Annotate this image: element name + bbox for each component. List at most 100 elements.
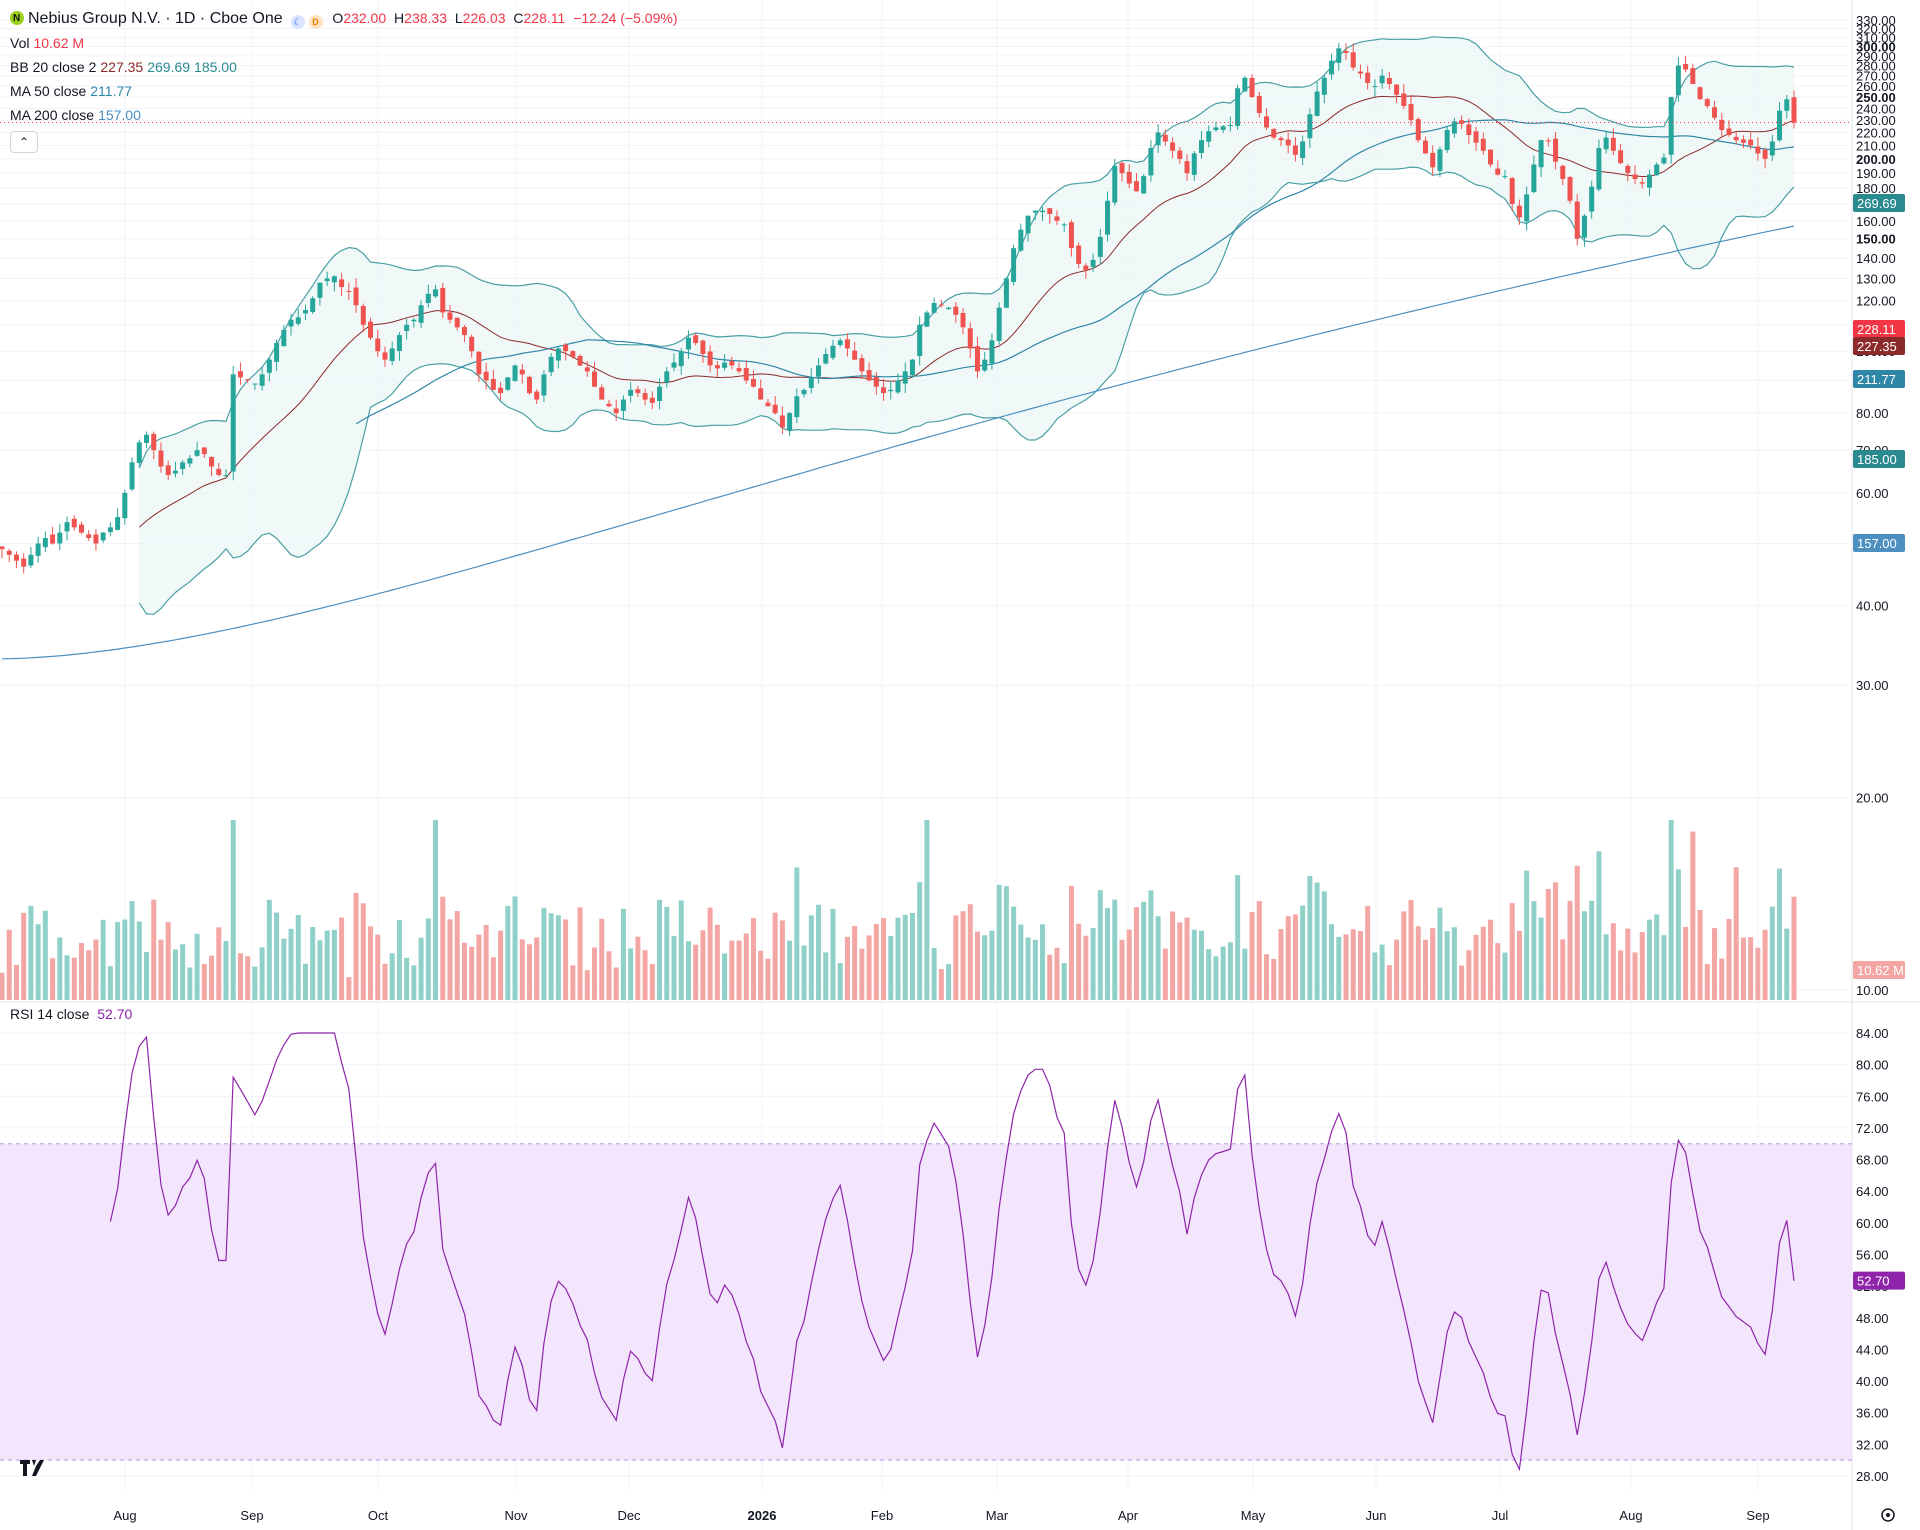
volume-bar [194, 933, 200, 1000]
price-tick-label: 180.00 [1856, 181, 1896, 196]
candle-body [1574, 201, 1580, 239]
legend-bb-row[interactable]: BB 20 close 2 227.35 269.69 185.00 [10, 55, 677, 79]
volume-bar [1133, 907, 1139, 1000]
time-tick-label: Sep [1746, 1508, 1769, 1523]
volume-bar [1444, 931, 1450, 1000]
volume-bar [1415, 926, 1421, 1000]
volume-bar [1235, 875, 1241, 1000]
volume-bar [1480, 926, 1486, 1000]
candle-body [1675, 65, 1681, 96]
volume-bar [1372, 952, 1378, 1000]
volume-bar [1531, 901, 1537, 1000]
time-tick-label: May [1241, 1508, 1266, 1523]
price-tick-label: 250.00 [1856, 90, 1896, 105]
volume-bar [1365, 905, 1371, 1000]
volume-bar [1430, 928, 1436, 1000]
candle-body [216, 468, 222, 476]
candle-body [1300, 141, 1306, 158]
collapse-legend-button[interactable]: ⌃ [10, 131, 38, 153]
volume-bar [873, 924, 879, 1000]
volume-bar [729, 940, 735, 1000]
candle-body [1690, 68, 1696, 85]
volume-bar [281, 938, 287, 1000]
candle-body [902, 371, 908, 384]
volume-bar [534, 937, 540, 1000]
price-tick-label: 330.00 [1856, 13, 1896, 28]
candle-body [1509, 177, 1515, 205]
rsi-tick-label: 36.00 [1856, 1406, 1889, 1421]
candle-body [86, 534, 92, 539]
volume-bar [1119, 939, 1125, 1000]
price-badge-label: 269.69 [1857, 196, 1897, 211]
bb-basis-line [138, 95, 1795, 528]
candle-body [1076, 245, 1082, 264]
volume-bar [476, 934, 482, 1000]
volume-bar [42, 910, 48, 1000]
candle-body [1668, 97, 1674, 155]
rsi-tick-label: 40.00 [1856, 1374, 1889, 1389]
volume-bar [1321, 891, 1327, 1000]
volume-bar [1777, 868, 1783, 1000]
volume-bar [1300, 905, 1306, 1000]
volume-bar [1292, 914, 1298, 1000]
volume-bars [0, 820, 1797, 1000]
candle-body [664, 371, 670, 383]
candle-body [1271, 129, 1277, 138]
dividend-icon[interactable]: D [308, 15, 323, 29]
settings-gear-icon[interactable] [1881, 1508, 1895, 1522]
volume-bar [1784, 928, 1790, 1000]
volume-bar [122, 919, 128, 1000]
candle-body [1545, 140, 1551, 142]
volume-bar [1610, 923, 1616, 1000]
candle-body [331, 276, 337, 283]
volume-bar [1249, 911, 1255, 1000]
volume-bar [433, 820, 439, 1000]
volume-bar [93, 939, 99, 1000]
legend-vol-row[interactable]: Vol 10.62 M [10, 31, 677, 55]
moon-icon[interactable]: ☾ [290, 15, 305, 29]
volume-bar [454, 911, 460, 1000]
volume-bar [158, 939, 164, 1000]
volume-bar [736, 940, 742, 1000]
candle-body [1206, 131, 1212, 142]
candle-body [1148, 148, 1154, 176]
tradingview-logo-icon[interactable] [18, 1458, 46, 1478]
candle-body [1285, 139, 1291, 146]
time-tick-label: Aug [113, 1508, 136, 1523]
volume-bar [1170, 911, 1176, 1000]
candle-body [1264, 116, 1270, 128]
volume-bar [288, 928, 294, 1000]
symbol-title[interactable]: Nebius Group N.V. · 1D · Cboe One [28, 10, 283, 27]
volume-bar [266, 899, 272, 1000]
volume-bar [165, 922, 171, 1000]
candle-body [1625, 165, 1631, 174]
candle-body [693, 335, 699, 344]
legend-ma200-row[interactable]: MA 200 close 157.00 [10, 103, 677, 127]
volume-bar [1307, 876, 1313, 1000]
candle-body [498, 387, 504, 394]
price-tick-label: 240.00 [1856, 101, 1896, 116]
legend-ma50-row[interactable]: MA 50 close 211.77 [10, 79, 677, 103]
volume-bar [86, 950, 92, 1000]
rsi-legend[interactable]: RSI 14 close 52.70 [10, 1006, 132, 1022]
price-tick-label: 130.00 [1856, 271, 1896, 286]
volume-bar [1740, 937, 1746, 1000]
volume-bar [570, 965, 576, 1000]
candle-body [1314, 91, 1320, 116]
volume-bar [967, 904, 973, 1000]
candle-body [1719, 119, 1725, 130]
price-badge [1853, 337, 1905, 355]
price-tick-label: 200.00 [1856, 152, 1896, 167]
candle-body [1003, 278, 1009, 308]
candle-body [1444, 129, 1450, 151]
volume-bar [1083, 935, 1089, 1000]
time-tick-label: Jul [1492, 1508, 1509, 1523]
volume-bar [1256, 901, 1262, 1000]
candle-body [64, 522, 70, 532]
rsi-tick-label: 68.00 [1856, 1153, 1889, 1168]
candle-body [1704, 99, 1710, 107]
candle-body [1683, 64, 1689, 70]
ma50-value: 211.77 [90, 83, 133, 99]
volume-bar [765, 958, 771, 1000]
